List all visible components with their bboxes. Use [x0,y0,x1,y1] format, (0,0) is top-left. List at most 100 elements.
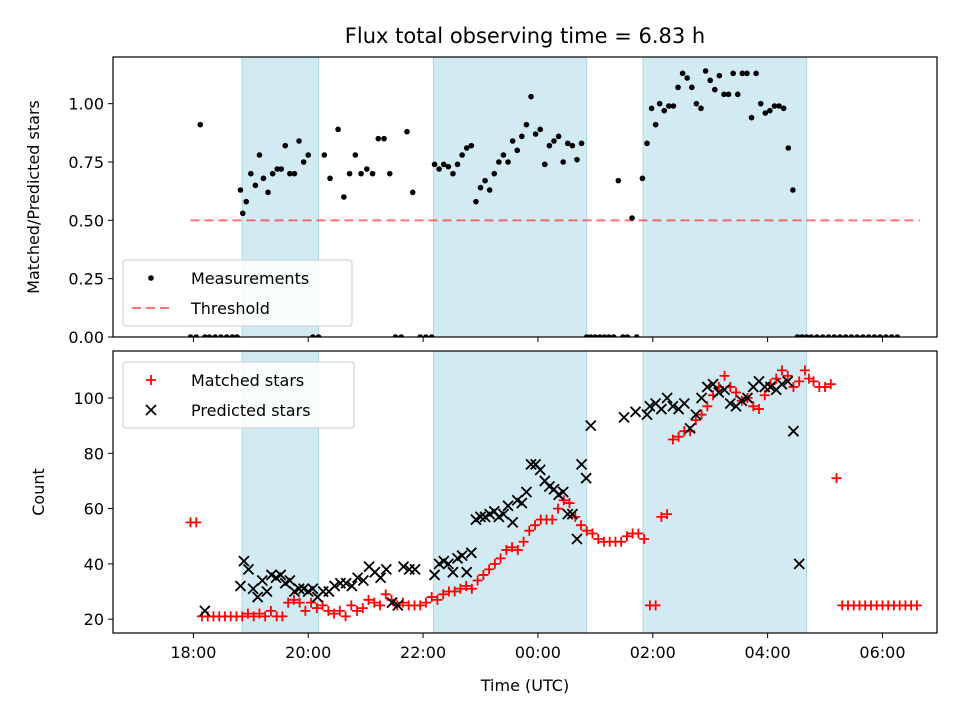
measurement-point [202,334,208,337]
predicted-star-point [409,563,421,576]
matched-star-point [363,594,374,605]
predicted-star-point [520,486,533,498]
measurement-point [707,77,713,84]
measurement-point [574,156,580,163]
measurement-point [744,70,750,77]
measurement-point [252,182,259,189]
legend-box [122,259,353,327]
measurement-point [335,126,341,133]
measurement-point [702,68,709,74]
predicted-star-point [442,558,454,570]
measurement-point [310,334,316,337]
matched-star-point [702,401,713,412]
measurement-point [256,152,263,158]
measurement-point [537,126,544,133]
matched-star-point [673,431,684,442]
y-tick-label: 0.25 [68,270,104,289]
matched-star-point [455,583,466,594]
measurement-point [675,84,681,91]
measurement-point [321,152,328,158]
measurement-point [218,334,224,337]
measurement-point [436,166,442,172]
matched-star-point [277,611,288,622]
matched-star-point [667,434,678,445]
measurement-point [808,334,815,337]
axes-frame [112,56,938,338]
measurement-point [496,159,502,165]
x-tick-label: 18:00 [170,643,216,662]
matched-star-point [300,605,311,616]
matched-star-point [558,495,569,506]
predicted-star-point [256,574,268,587]
measurement-point [814,334,820,337]
measurement-point [260,175,267,182]
matched-star-point [501,545,512,556]
predicted-star-point [713,386,725,399]
predicted-star-point [329,580,341,592]
measurement-point [409,189,416,196]
predicted-star-point [741,392,754,404]
predicted-star-point [307,583,319,595]
matched-star-point [911,600,922,611]
measurement-point [555,133,562,140]
legend-label: Measurements [191,269,309,288]
chart-title: Flux total observing time = 6.83 h [345,24,705,48]
x-tick-label: 04:00 [745,643,791,662]
predicted-star-point [428,569,441,581]
matched-star-point [375,600,386,611]
matched-star-point [719,370,730,381]
predicted-star-point [465,547,477,559]
measurement-point [265,189,271,196]
y-tick-label: 80 [84,444,104,463]
matched-star-point [357,603,368,614]
predicted-star-point [374,572,387,584]
matched-star-point [518,536,529,547]
legend-marker-predicted [145,404,157,416]
predicted-star-point [242,563,255,576]
predicted-star-point [386,596,398,609]
matched-star-point [759,390,770,401]
matched-star-point [662,509,673,520]
measurement-point [656,100,663,107]
matched-star-point [352,605,363,616]
measurement-point [578,140,585,147]
predicted-star-point [787,425,800,437]
predicted-star-point [724,397,736,410]
legend-marker-measurements [148,275,154,281]
measurement-point [848,334,855,337]
measurement-point [206,334,213,337]
measurement-point [721,91,727,98]
measurement-point [229,334,236,337]
measurement-point [757,100,764,107]
measurement-point [725,91,732,98]
x-tick-label: 00:00 [515,643,561,662]
measurement-point [463,145,470,151]
measurement-point [587,334,594,337]
measurement-point [785,145,792,151]
measurement-point [629,215,635,221]
predicted-star-point [507,516,519,529]
measurement-point [473,198,479,205]
measurement-point [546,142,553,149]
measurement-point [500,152,507,158]
measurement-point [780,105,787,112]
matched-star-point [530,520,541,531]
predicted-star-point [629,406,642,418]
matched-star-point [753,404,764,415]
measurement-point [767,107,773,114]
legend-label: Matched stars [191,371,304,390]
measurement-point [398,334,405,337]
measurement-point [237,187,244,193]
plot-area [185,365,922,622]
matched-star-point [340,611,351,622]
measurement-point [790,187,796,193]
matched-star-point [776,365,787,376]
matched-star-point [825,379,836,390]
measurement-point [639,175,646,182]
matched-star-point [265,605,276,616]
matched-star-point [799,365,810,376]
measurement-point [234,334,240,337]
y-axis-label: Matched/Predicted stars [24,100,43,294]
measurement-point [445,163,452,170]
